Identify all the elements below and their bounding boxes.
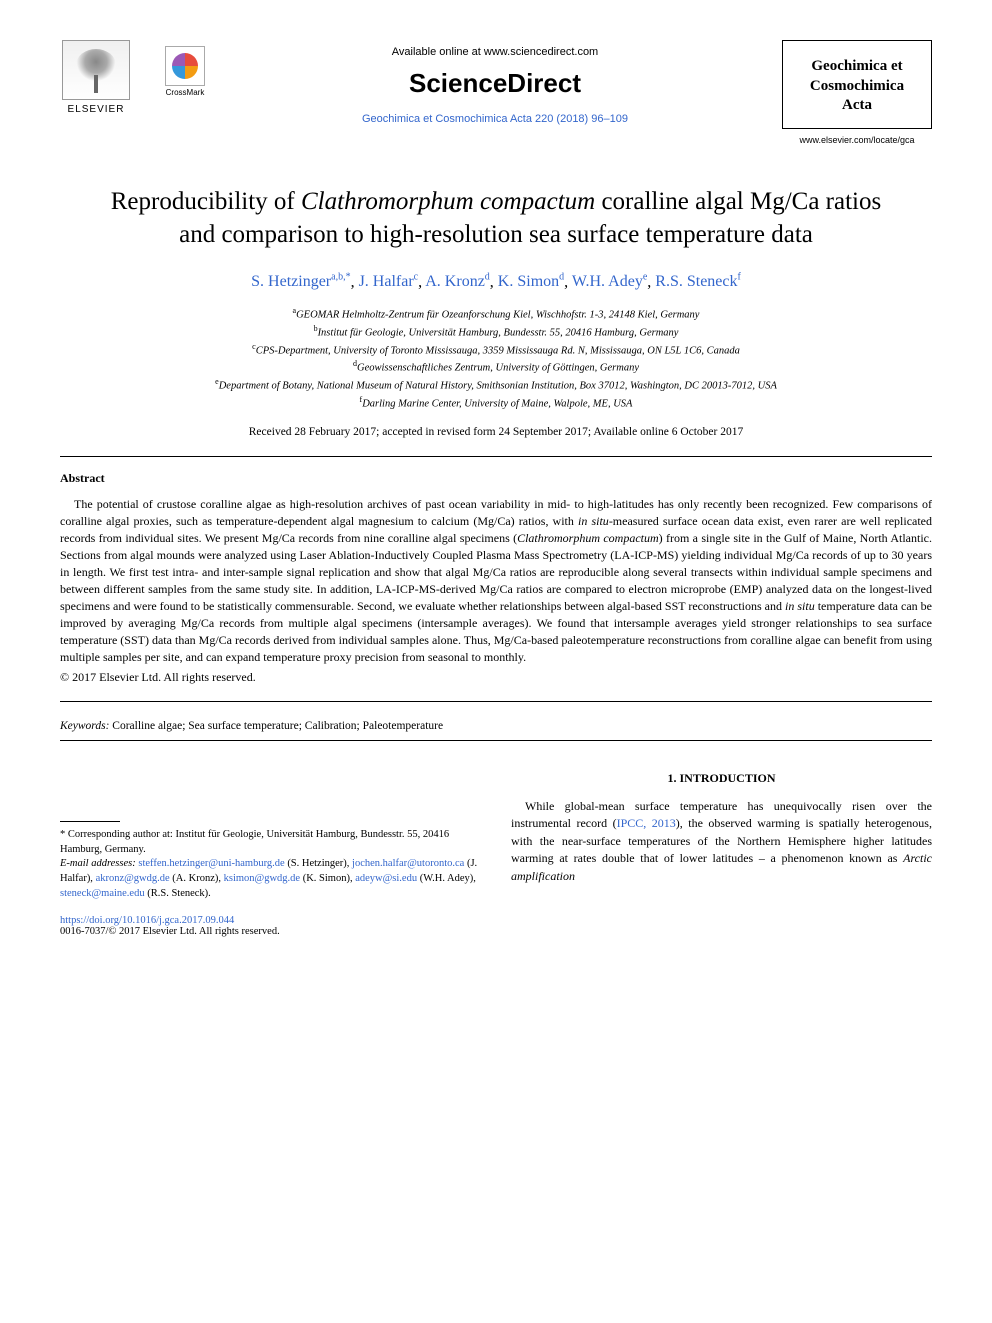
keywords: Keywords: Coralline algae; Sea surface t… (60, 720, 932, 732)
author-4-name: K. Simon (498, 273, 559, 290)
abstract-body: The potential of crustose coralline alga… (60, 496, 932, 666)
journal-cover-box: Geochimica et Cosmochimica Acta (782, 40, 932, 129)
email-3[interactable]: akronz@gwdg.de (96, 873, 170, 884)
journal-title-line2: Cosmochimica (791, 77, 923, 97)
email-3-name: (A. Kronz), (170, 873, 224, 884)
author-1-name: S. Hetzinger (251, 273, 331, 290)
abstract-it-2: Clathromorphum compactum (517, 531, 659, 545)
intro-heading: 1. INTRODUCTION (511, 771, 932, 786)
title-pre: Reproducibility of (111, 188, 301, 215)
email-label: E-mail addresses: (60, 858, 136, 869)
email-addresses: E-mail addresses: steffen.hetzinger@uni-… (60, 857, 481, 901)
intro-citation[interactable]: IPCC, 2013 (617, 816, 676, 830)
journal-url[interactable]: www.elsevier.com/locate/gca (782, 135, 932, 145)
intro-paragraph: While global-mean surface temperature ha… (511, 798, 932, 885)
journal-title-line1: Geochimica et (791, 57, 923, 77)
corresponding-author-note: * Corresponding author at: Institut für … (60, 828, 481, 857)
crossmark-badge[interactable]: CrossMark (162, 46, 208, 97)
doi-block: https://doi.org/10.1016/j.gca.2017.09.04… (60, 915, 481, 937)
header-left: ELSEVIER CrossMark (60, 40, 208, 124)
affiliation-list: aGEOMAR Helmholtz-Zentrum für Ozeanforsc… (60, 305, 932, 411)
author-3[interactable]: A. Kronzd (425, 273, 490, 290)
footnote-rule (60, 821, 120, 822)
email-4[interactable]: ksimon@gwdg.de (224, 873, 300, 884)
elsevier-tree-icon (62, 40, 130, 100)
author-5[interactable]: W.H. Adeye (572, 273, 647, 290)
left-column: * Corresponding author at: Institut für … (60, 771, 481, 937)
email-6[interactable]: steneck@maine.edu (60, 888, 145, 899)
sciencedirect-logo[interactable]: ScienceDirect (208, 68, 782, 99)
abstract-it-1: in situ (578, 514, 609, 528)
author-6-name: R.S. Steneck (655, 273, 737, 290)
header-center: Available online at www.sciencedirect.co… (208, 40, 782, 125)
author-2[interactable]: J. Halfarc (359, 273, 419, 290)
rule-top (60, 456, 932, 457)
author-4[interactable]: K. Simond (498, 273, 564, 290)
journal-title-line3: Acta (791, 96, 923, 116)
email-5[interactable]: adeyw@si.edu (355, 873, 417, 884)
abstract-it-3: in situ (785, 599, 815, 613)
crossmark-icon (165, 46, 205, 86)
author-2-name: J. Halfar (359, 273, 414, 290)
email-5-name: (W.H. Adey), (417, 873, 476, 884)
author-3-name: A. Kronz (425, 273, 485, 290)
author-1-aff: a,b,* (331, 272, 350, 283)
author-6[interactable]: R.S. Steneckf (655, 273, 741, 290)
email-6-name: (R.S. Steneck). (145, 888, 211, 899)
author-1[interactable]: S. Hetzingera,b,* (251, 273, 350, 290)
header-right: Geochimica et Cosmochimica Acta www.else… (782, 40, 932, 145)
elsevier-label: ELSEVIER (68, 104, 125, 115)
abstract-heading: Abstract (60, 471, 932, 486)
author-list: S. Hetzingera,b,*, J. Halfarc, A. Kronzd… (60, 272, 932, 291)
rule-mid (60, 701, 932, 702)
author-6-aff: f (738, 272, 741, 283)
affiliation-d: dGeowissenschaftliches Zentrum, Universi… (60, 358, 932, 376)
email-1[interactable]: steffen.hetzinger@uni-hamburg.de (138, 858, 284, 869)
crossmark-label: CrossMark (162, 88, 208, 97)
author-5-name: W.H. Adey (572, 273, 643, 290)
title-species: Clathromorphum compactum (301, 188, 595, 215)
article-title: Reproducibility of Clathromorphum compac… (90, 185, 902, 253)
email-2[interactable]: jochen.halfar@utoronto.ca (352, 858, 464, 869)
abstract-copyright: © 2017 Elsevier Ltd. All rights reserved… (60, 670, 932, 685)
available-online-text: Available online at www.sciencedirect.co… (208, 46, 782, 58)
affiliation-c: cCPS-Department, University of Toronto M… (60, 341, 932, 359)
right-column: 1. INTRODUCTION While global-mean surfac… (511, 771, 932, 937)
two-column-body: * Corresponding author at: Institut für … (60, 771, 932, 937)
email-1-name: (S. Hetzinger), (285, 858, 352, 869)
keywords-text: Coralline algae; Sea surface temperature… (109, 720, 443, 732)
affiliation-a: aGEOMAR Helmholtz-Zentrum für Ozeanforsc… (60, 305, 932, 323)
doi-link[interactable]: https://doi.org/10.1016/j.gca.2017.09.04… (60, 915, 481, 926)
page-header: ELSEVIER CrossMark Available online at w… (60, 40, 932, 145)
affiliation-f: fDarling Marine Center, University of Ma… (60, 394, 932, 412)
affiliation-b: bInstitut für Geologie, Universität Hamb… (60, 323, 932, 341)
rule-bottom (60, 740, 932, 741)
keywords-label: Keywords: (60, 720, 109, 732)
issn-copyright: 0016-7037/© 2017 Elsevier Ltd. All right… (60, 926, 481, 937)
email-4-name: (K. Simon), (300, 873, 355, 884)
journal-reference[interactable]: Geochimica et Cosmochimica Acta 220 (201… (208, 113, 782, 125)
article-dates: Received 28 February 2017; accepted in r… (60, 426, 932, 438)
affiliation-e: eDepartment of Botany, National Museum o… (60, 376, 932, 394)
elsevier-logo[interactable]: ELSEVIER (60, 40, 132, 124)
